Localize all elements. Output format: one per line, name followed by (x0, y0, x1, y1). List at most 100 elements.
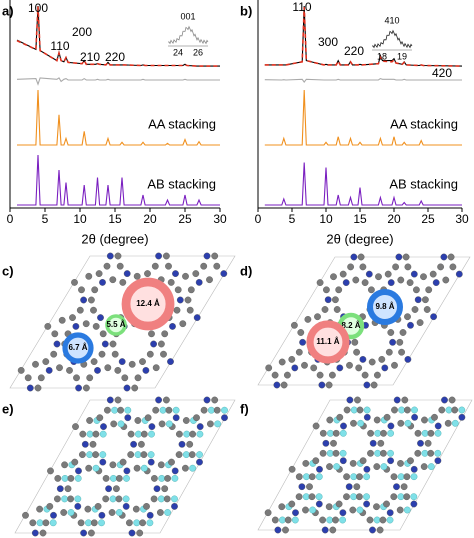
atom (128, 529, 136, 537)
atom (386, 509, 394, 517)
atom (442, 276, 450, 284)
pore-label: 6.7 Å (68, 343, 87, 352)
atom (403, 406, 411, 414)
pore-sphere (121, 277, 175, 331)
atom-layer2 (278, 516, 286, 524)
atom (396, 338, 404, 346)
inset-label: 001 (180, 11, 195, 21)
atom (331, 296, 339, 304)
atom (156, 509, 164, 516)
atom (114, 396, 122, 404)
atom (61, 461, 68, 469)
atom (427, 429, 435, 437)
atom-layer2 (397, 493, 405, 501)
atom (343, 473, 350, 481)
atom (155, 252, 163, 260)
atom-layer2 (374, 449, 381, 457)
peak-label: 220 (105, 50, 125, 64)
atom (322, 286, 330, 294)
atom (354, 396, 361, 404)
atom (387, 422, 395, 430)
atom (398, 348, 405, 356)
atom (284, 516, 292, 524)
atom (147, 458, 155, 466)
atom-layer2 (404, 419, 412, 427)
atom (302, 506, 309, 514)
atom (85, 464, 93, 472)
atom (363, 413, 371, 421)
atom (152, 364, 160, 372)
atom (203, 252, 211, 260)
atom (203, 396, 211, 404)
atom (81, 440, 89, 448)
atom (316, 371, 324, 379)
atom (60, 509, 68, 516)
atom (106, 396, 114, 404)
peak-label: 100 (28, 1, 48, 15)
atom-layer2 (92, 464, 100, 472)
atom-layer2 (410, 493, 418, 501)
atom (84, 505, 92, 513)
atom (90, 519, 98, 527)
atom (182, 417, 190, 424)
atom (306, 483, 313, 491)
atom-layer2 (86, 430, 94, 438)
atom (373, 463, 381, 470)
atom (171, 502, 178, 510)
atom-layer2 (421, 449, 429, 457)
atom (22, 511, 29, 519)
atom (163, 495, 171, 503)
atom (404, 263, 412, 271)
inset-tick-label: 26 (193, 47, 203, 57)
atom (290, 321, 298, 329)
atom (451, 406, 459, 414)
atom-layer2 (403, 506, 411, 514)
atom (359, 457, 367, 465)
panel-label: b) (240, 3, 252, 18)
atom (278, 503, 286, 511)
atom (385, 348, 393, 356)
atom (271, 516, 279, 524)
atom (319, 429, 327, 437)
atom-layer2 (159, 406, 167, 414)
atom (397, 276, 405, 284)
atom (131, 384, 139, 392)
atom (158, 420, 166, 428)
atom (403, 493, 411, 501)
atom-layer2 (398, 406, 405, 414)
atom-layer2 (140, 464, 148, 472)
atom (101, 340, 109, 348)
atom (128, 360, 136, 368)
atom (97, 314, 104, 321)
atom (130, 440, 138, 448)
atom (315, 500, 323, 508)
atom-layer2 (410, 473, 418, 481)
atom-layer2 (326, 429, 334, 437)
atom (92, 322, 100, 330)
x-tick-label: 10 (319, 212, 333, 226)
atom (355, 493, 363, 501)
atom (137, 440, 145, 448)
atom-layer2 (111, 406, 119, 414)
atom-layer2 (427, 463, 435, 470)
atom (50, 350, 58, 358)
atom (161, 485, 169, 493)
atom (102, 474, 110, 482)
atom (83, 384, 90, 392)
atom (448, 396, 456, 404)
atom (85, 272, 93, 280)
atom (301, 361, 308, 369)
atom (449, 263, 457, 271)
atom (211, 396, 219, 404)
atom (108, 509, 116, 516)
atom (414, 429, 422, 437)
atom (104, 364, 112, 372)
atom (282, 526, 289, 534)
peak-label: 110 (292, 0, 311, 14)
atom (17, 366, 25, 374)
atom (291, 364, 299, 372)
atom (187, 286, 195, 294)
atom (181, 464, 189, 472)
atom-layer2 (85, 519, 92, 527)
atom (67, 495, 75, 503)
